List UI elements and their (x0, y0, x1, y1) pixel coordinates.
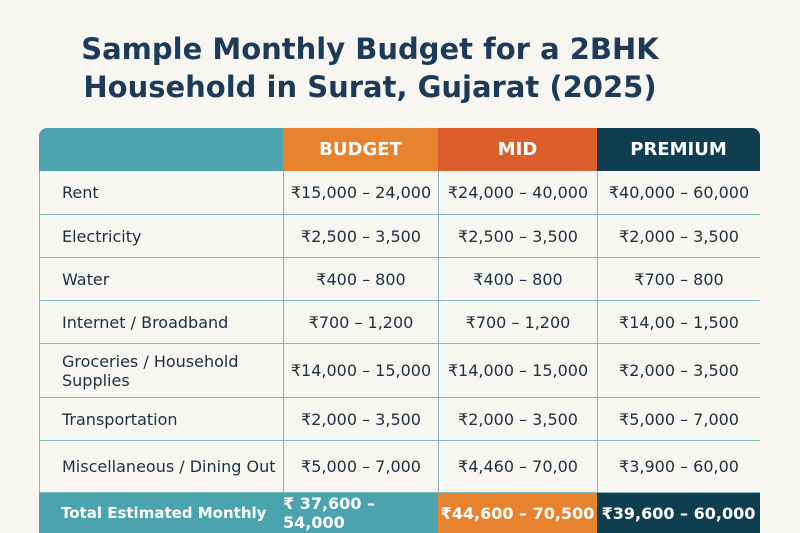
row-label: Miscellaneous / Dining Out (39, 441, 283, 492)
total-mid: ₹44,600 – 70,500 (438, 493, 597, 533)
table-row: Miscellaneous / Dining Out ₹5,000 – 7,000… (39, 441, 760, 493)
cell-premium: ₹40,000 – 60,000 (597, 171, 760, 214)
header-mid: MID (438, 128, 597, 171)
cell-mid: ₹4,460 – 70,00 (438, 441, 597, 492)
cell-premium: ₹14,00 – 1,500 (597, 301, 760, 343)
table-row: Electricity ₹2,500 – 3,500 ₹2,500 – 3,500 ₹… (39, 215, 760, 258)
cell-mid: ₹2,500 – 3,500 (438, 215, 597, 257)
cell-mid: ₹400 – 800 (438, 258, 597, 300)
table-row: Groceries / Household Supplies ₹14,000 – … (39, 344, 760, 398)
table-row: Water ₹400 – 800 ₹400 – 800 ₹700 – 800 (39, 258, 760, 301)
total-row: Total Estimated Monthly ₹ 37,600 – 54,00… (39, 493, 760, 533)
cell-premium: ₹3,900 – 60,00 (597, 441, 760, 492)
table-header: BUDGET MID PREMIUM (39, 128, 760, 171)
cell-budget: ₹700 – 1,200 (283, 301, 438, 343)
total-premium: ₹39,600 – 60,000 (597, 493, 760, 533)
cell-premium: ₹5,000 – 7,000 (597, 398, 760, 440)
total-budget: ₹ 37,600 – 54,000 (283, 493, 438, 533)
cell-budget: ₹2,000 – 3,500 (283, 398, 438, 440)
page-title: Sample Monthly Budget for a 2BHK Househo… (81, 32, 659, 104)
header-budget: BUDGET (283, 128, 438, 171)
row-label: Water (39, 258, 283, 300)
row-label: Internet / Broadband (39, 301, 283, 343)
cell-mid: ₹14,000 – 15,000 (438, 344, 597, 397)
cell-budget: ₹400 – 800 (283, 258, 438, 300)
row-label: Electricity (39, 215, 283, 257)
table-row: Rent ₹15,000 – 24,000 ₹24,000 – 40,000 ₹40,… (39, 171, 760, 215)
cell-premium: ₹700 – 800 (597, 258, 760, 300)
cell-budget: ₹14,000 – 15,000 (283, 344, 438, 397)
row-label: Rent (39, 171, 283, 214)
cell-mid: ₹700 – 1,200 (438, 301, 597, 343)
cell-premium: ₹2,000 – 3,500 (597, 215, 760, 257)
cell-mid: ₹2,000 – 3,500 (438, 398, 597, 440)
budget-table: BUDGET MID PREMIUM Rent ₹15,000 – 24,000 ₹… (39, 128, 760, 533)
cell-budget: ₹5,000 – 7,000 (283, 441, 438, 492)
row-label: Transportation (39, 398, 283, 440)
cell-budget: ₹2,500 – 3,500 (283, 215, 438, 257)
total-label: Total Estimated Monthly (39, 493, 283, 533)
table-row: Internet / Broadband ₹700 – 1,200 ₹700 – 1… (39, 301, 760, 344)
cell-mid: ₹24,000 – 40,000 (438, 171, 597, 214)
table-row: Transportation ₹2,000 – 3,500 ₹2,000 – 3,5… (39, 398, 760, 441)
row-label: Groceries / Household Supplies (39, 344, 283, 397)
header-blank (39, 128, 283, 171)
cell-premium: ₹2,000 – 3,500 (597, 344, 760, 397)
cell-budget: ₹15,000 – 24,000 (283, 171, 438, 214)
header-premium: PREMIUM (597, 128, 760, 171)
